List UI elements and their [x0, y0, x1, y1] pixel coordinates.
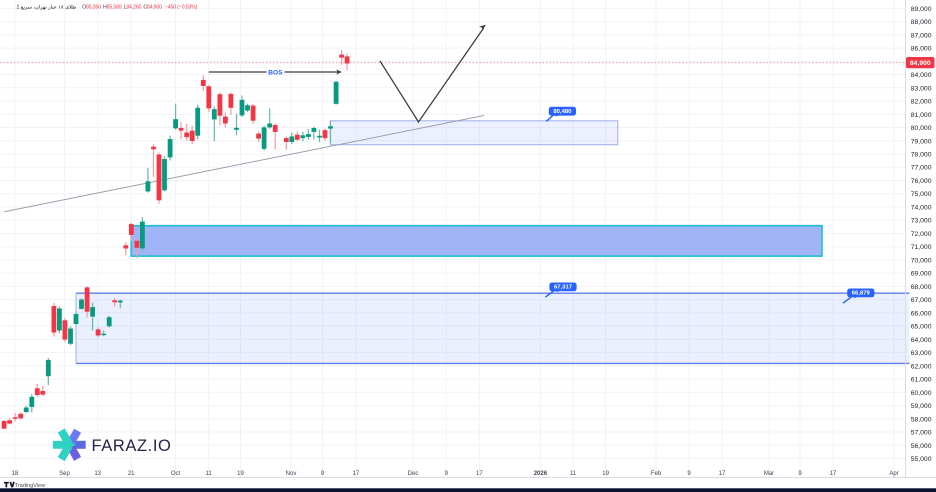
svg-text:61,000: 61,000	[911, 377, 932, 384]
svg-text:80,000: 80,000	[911, 125, 932, 132]
svg-text:76,000: 76,000	[911, 178, 932, 185]
svg-text:2026: 2026	[534, 471, 548, 477]
svg-text:Mar: Mar	[764, 471, 774, 477]
svg-text:89,000: 89,000	[911, 6, 932, 13]
svg-text:86,000: 86,000	[911, 46, 932, 53]
svg-text:11: 11	[570, 471, 577, 477]
svg-text:21: 21	[128, 471, 135, 477]
svg-text:Oct: Oct	[171, 471, 181, 477]
svg-text:73,000: 73,000	[911, 218, 932, 225]
svg-text:17: 17	[353, 471, 360, 477]
svg-text:70,000: 70,000	[911, 257, 932, 264]
svg-text:18: 18	[12, 471, 19, 477]
svg-text:83,000: 83,000	[911, 85, 932, 92]
svg-text:BOS: BOS	[268, 70, 283, 77]
svg-text:9: 9	[798, 471, 802, 477]
svg-text:60,000: 60,000	[911, 390, 932, 397]
svg-text:66,000: 66,000	[911, 310, 932, 317]
svg-text:88,000: 88,000	[911, 19, 932, 26]
svg-text:57,000: 57,000	[911, 430, 932, 437]
svg-text:77,000: 77,000	[911, 165, 932, 172]
svg-text:17: 17	[719, 471, 726, 477]
svg-text:56,000: 56,000	[911, 443, 932, 450]
svg-text:13: 13	[94, 471, 101, 477]
svg-text:Apr: Apr	[889, 471, 898, 477]
svg-text:81,000: 81,000	[911, 112, 932, 119]
svg-text:79,000: 79,000	[911, 138, 932, 145]
svg-text:68,000: 68,000	[911, 284, 932, 291]
svg-text:TradingView: TradingView	[15, 483, 45, 489]
svg-text:9: 9	[321, 471, 325, 477]
svg-text:72,000: 72,000	[911, 231, 932, 238]
svg-text:75,000: 75,000	[911, 191, 932, 198]
svg-text:82,000: 82,000	[911, 99, 932, 106]
svg-text:64,000: 64,000	[911, 337, 932, 344]
svg-text:Dec: Dec	[408, 471, 419, 477]
svg-text:59,000: 59,000	[911, 403, 932, 410]
svg-text:69,000: 69,000	[911, 271, 932, 278]
svg-text:63,000: 63,000	[911, 350, 932, 357]
svg-text:Feb: Feb	[651, 471, 662, 477]
svg-text:62,000: 62,000	[911, 363, 932, 370]
svg-text:87,000: 87,000	[911, 32, 932, 39]
svg-text:Sep: Sep	[59, 471, 70, 477]
svg-text:67,000: 67,000	[911, 297, 932, 304]
svg-text:84,000: 84,000	[911, 72, 932, 79]
svg-text:9: 9	[445, 471, 449, 477]
svg-text:17: 17	[830, 471, 837, 477]
svg-text:11: 11	[205, 471, 212, 477]
svg-text:65,000: 65,000	[911, 324, 932, 331]
svg-text:19: 19	[237, 471, 244, 477]
svg-text:78,000: 78,000	[911, 152, 932, 159]
svg-text:80,480: 80,480	[553, 109, 572, 115]
svg-text:Nov: Nov	[286, 471, 297, 477]
svg-text:84,900: 84,900	[910, 60, 931, 67]
svg-text:67,317: 67,317	[554, 285, 573, 291]
svg-text:55,000: 55,000	[911, 456, 932, 463]
svg-text:FARAZ.IO: FARAZ.IO	[92, 437, 172, 455]
svg-text:9: 9	[687, 471, 691, 477]
svg-text:66,879: 66,879	[852, 291, 871, 297]
svg-text:17: 17	[476, 471, 483, 477]
svg-text:71,000: 71,000	[911, 244, 932, 251]
svg-text:19: 19	[602, 471, 609, 477]
svg-text:58,000: 58,000	[911, 416, 932, 423]
svg-text:74,000: 74,000	[911, 205, 932, 212]
